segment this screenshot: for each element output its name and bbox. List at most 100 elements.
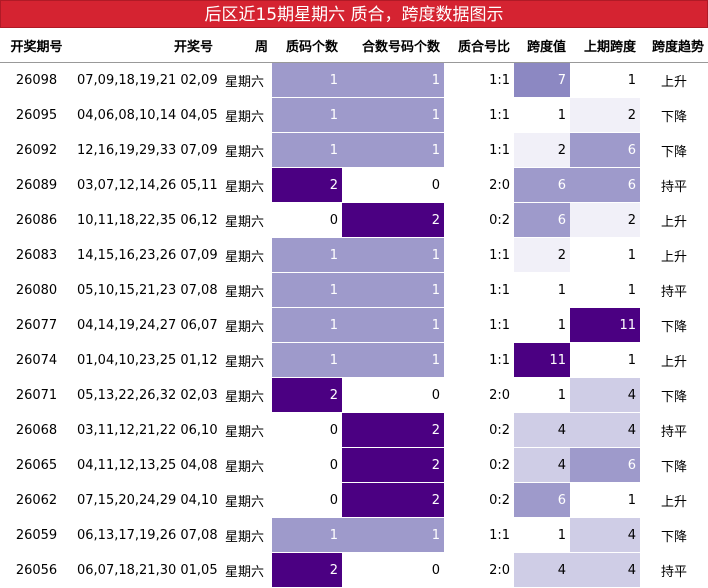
cell-span: 6 [514,202,570,238]
cell-trend: 持平 [640,552,708,588]
cell-weekday: 星期六 [217,482,272,518]
cell-numbers: 05,10,15,21,23 07,08 [73,272,218,308]
cell-prev-span: 4 [570,552,640,588]
table-row: 26068 03,11,12,21,22 06,10 星期六 0 2 0:2 4 4 持平 [0,412,708,448]
header-row: 开奖期号 开奖号 周 质码个数 合数号码个数 质合号比 跨度值 上期跨度 跨度趋… [0,28,708,63]
table-row: 26062 07,15,20,24,29 04,10 星期六 0 2 0:2 6 1 上升 [0,482,708,518]
cell-ratio: 0:2 [444,202,514,238]
header-issue: 开奖期号 [0,28,73,63]
cell-issue: 26062 [0,482,73,518]
cell-numbers: 07,09,18,19,21 02,09 [73,62,218,98]
cell-trend: 上升 [640,62,708,98]
cell-prev-span: 2 [570,202,640,238]
cell-prev-span: 1 [570,482,640,518]
cell-ratio: 2:0 [444,167,514,203]
cell-span: 6 [514,167,570,203]
cell-span: 1 [514,377,570,413]
cell-span: 1 [514,517,570,553]
table-row: 26092 12,16,19,29,33 07,09 星期六 1 1 1:1 2 6 下降 [0,132,708,168]
cell-weekday: 星期六 [217,377,272,413]
cell-issue: 26092 [0,132,73,168]
cell-issue: 26077 [0,307,73,343]
cell-prev-span: 2 [570,97,640,133]
cell-prime-count: 1 [272,272,342,308]
cell-span: 4 [514,447,570,483]
cell-span: 4 [514,552,570,588]
cell-span: 1 [514,97,570,133]
cell-prime-count: 2 [272,167,342,203]
cell-numbers: 03,07,12,14,26 05,11 [73,167,218,203]
cell-prime-count: 1 [272,237,342,273]
cell-issue: 26086 [0,202,73,238]
cell-numbers: 12,16,19,29,33 07,09 [73,132,218,168]
cell-prime-count: 1 [272,132,342,168]
cell-prime-count: 0 [272,202,342,238]
cell-trend: 下降 [640,517,708,553]
cell-weekday: 星期六 [217,517,272,553]
cell-issue: 26083 [0,237,73,273]
cell-prime-count: 1 [272,342,342,378]
cell-weekday: 星期六 [217,552,272,588]
cell-numbers: 10,11,18,22,35 06,12 [73,202,218,238]
cell-issue: 26065 [0,447,73,483]
cell-prime-count: 2 [272,552,342,588]
cell-span: 2 [514,237,570,273]
cell-prev-span: 4 [570,517,640,553]
cell-issue: 26071 [0,377,73,413]
cell-weekday: 星期六 [217,167,272,203]
cell-ratio: 0:2 [444,482,514,518]
cell-ratio: 1:1 [444,132,514,168]
cell-trend: 上升 [640,482,708,518]
header-trend: 跨度趋势 [640,28,708,63]
cell-ratio: 0:2 [444,412,514,448]
cell-span: 2 [514,132,570,168]
table-row: 26059 06,13,17,19,26 07,08 星期六 1 1 1:1 1 4 下降 [0,517,708,553]
cell-span: 4 [514,412,570,448]
cell-issue: 26074 [0,342,73,378]
cell-composite-count: 1 [342,237,444,273]
cell-composite-count: 1 [342,62,444,98]
cell-issue: 26056 [0,552,73,588]
header-ratio: 质合号比 [444,28,514,63]
cell-prime-count: 1 [272,97,342,133]
cell-prev-span: 1 [570,237,640,273]
chart-title: 后区近15期星期六 质合，跨度数据图示 [0,0,708,28]
cell-prev-span: 1 [570,342,640,378]
table-row: 26074 01,04,10,23,25 01,12 星期六 1 1 1:1 11 1 上升 [0,342,708,378]
cell-ratio: 0:2 [444,447,514,483]
cell-ratio: 2:0 [444,377,514,413]
cell-issue: 26089 [0,167,73,203]
cell-trend: 上升 [640,342,708,378]
cell-trend: 下降 [640,97,708,133]
table-row: 26089 03,07,12,14,26 05,11 星期六 2 0 2:0 6 6 持平 [0,167,708,203]
cell-composite-count: 0 [342,167,444,203]
cell-prev-span: 6 [570,447,640,483]
cell-prime-count: 0 [272,482,342,518]
cell-ratio: 1:1 [444,517,514,553]
table-row: 26083 14,15,16,23,26 07,09 星期六 1 1 1:1 2 1 上升 [0,237,708,273]
header-span: 跨度值 [514,28,570,63]
cell-composite-count: 1 [342,272,444,308]
cell-weekday: 星期六 [217,272,272,308]
cell-trend: 持平 [640,272,708,308]
cell-numbers: 14,15,16,23,26 07,09 [73,237,218,273]
cell-numbers: 06,07,18,21,30 01,05 [73,552,218,588]
cell-trend: 下降 [640,307,708,343]
cell-weekday: 星期六 [217,132,272,168]
cell-issue: 26080 [0,272,73,308]
cell-prev-span: 6 [570,167,640,203]
header-composite-count: 合数号码个数 [342,28,444,63]
cell-span: 6 [514,482,570,518]
cell-trend: 持平 [640,167,708,203]
cell-ratio: 2:0 [444,552,514,588]
cell-composite-count: 1 [342,342,444,378]
cell-prime-count: 0 [272,447,342,483]
cell-span: 11 [514,342,570,378]
cell-span: 1 [514,307,570,343]
cell-prev-span: 1 [570,62,640,98]
cell-weekday: 星期六 [217,62,272,98]
header-prev-span: 上期跨度 [570,28,640,63]
cell-prev-span: 1 [570,272,640,308]
header-prime-count: 质码个数 [272,28,342,63]
table-row: 26065 04,11,12,13,25 04,08 星期六 0 2 0:2 4 6 下降 [0,447,708,483]
